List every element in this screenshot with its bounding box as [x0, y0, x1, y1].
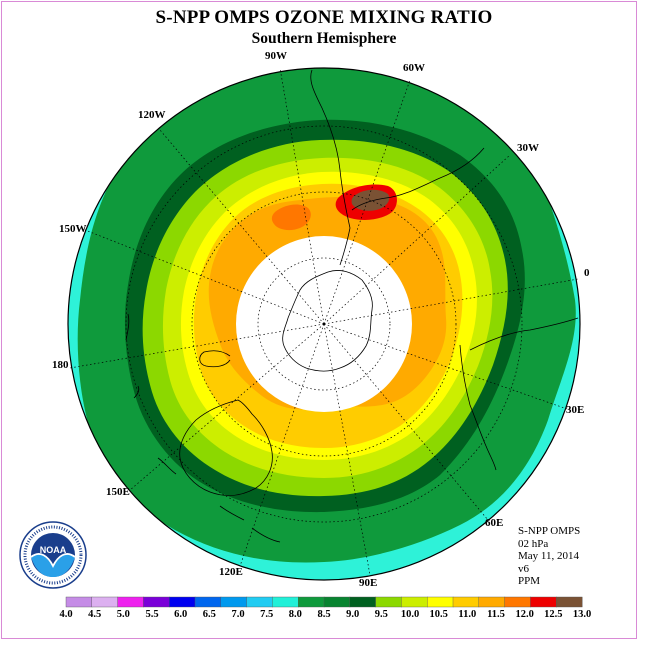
- patch-dark-orange-west: [271, 204, 311, 231]
- color-swatch: [117, 596, 144, 608]
- coastlines: [125, 69, 579, 543]
- info-units: PPM: [518, 575, 541, 587]
- info-pressure-level: 02 hPa: [518, 537, 549, 550]
- color-scale-tick-label: 4.5: [88, 609, 101, 620]
- color-scale-tick-label: 4.0: [59, 609, 72, 620]
- color-scale-tick-label: 12.5: [544, 609, 562, 620]
- color-swatch: [298, 596, 325, 608]
- color-swatch: [504, 596, 531, 608]
- lon-label-150e: 150E: [106, 486, 130, 498]
- lon-label-60w: 60W: [403, 62, 425, 74]
- ozone-field: [68, 68, 580, 580]
- color-scale-swatches: [65, 596, 583, 608]
- color-scale-tick-label: 12.0: [515, 609, 533, 620]
- map-title: S-NPP OMPS OZONE MIXING RATIO: [155, 7, 493, 28]
- info-version: v6: [518, 562, 529, 575]
- map-boundary: [67, 67, 581, 581]
- color-scale-tick-label: 8.5: [317, 609, 330, 620]
- color-scale-tick-label: 6.5: [203, 609, 216, 620]
- color-scale-tick-label: 11.5: [487, 609, 505, 620]
- south-pole-marker: [322, 322, 326, 326]
- map-subtitle: Southern Hemisphere: [251, 30, 397, 47]
- color-swatch: [478, 596, 506, 608]
- info-date: May 11, 2014: [518, 550, 580, 562]
- color-scale-tick-label: 5.0: [117, 609, 130, 620]
- color-scale-tick-label: 10.5: [429, 609, 447, 620]
- color-swatch: [349, 596, 377, 608]
- graticule: [69, 67, 579, 576]
- lon-label-150w: 150W: [59, 223, 87, 235]
- color-scale-tick-label: 9.0: [346, 609, 359, 620]
- color-swatch: [65, 596, 93, 608]
- color-swatch: [194, 596, 222, 608]
- color-swatch: [220, 596, 248, 608]
- product-info-block: S-NPP OMPS 02 hPa May 11, 2014 v6 PPM: [518, 525, 580, 588]
- lon-label-90e: 90E: [359, 577, 378, 589]
- color-swatch: [272, 596, 299, 608]
- color-scale-bar: 4.0 4.5 5.0 5.5 6.0 6.5 7.0 7.5 8.0 8.5 9.0 9.5 10.0…: [59, 596, 591, 620]
- color-scale-labels: 4.0 4.5 5.0 5.5 6.0 6.5 7.0 7.5 8.0 8.5 9.0 9.5 10.0…: [59, 609, 591, 620]
- color-scale-tick-label: 6.0: [174, 609, 187, 620]
- info-instrument: S-NPP OMPS: [518, 525, 581, 537]
- color-scale-tick-label: 5.5: [145, 609, 158, 620]
- noaa-logo: NOAA: [19, 521, 87, 589]
- lon-label-180: 180: [52, 359, 69, 371]
- lon-label-120w: 120W: [138, 109, 166, 121]
- color-swatch: [91, 596, 119, 608]
- color-swatch: [143, 596, 170, 608]
- color-swatch: [168, 596, 196, 608]
- color-scale-tick-label: 7.5: [260, 609, 273, 620]
- lon-label-90w: 90W: [265, 50, 287, 62]
- color-scale-tick-label: 9.5: [375, 609, 388, 620]
- lon-label-0: 0: [584, 267, 590, 279]
- color-swatch: [375, 596, 402, 608]
- color-swatch: [530, 596, 557, 608]
- color-swatch: [246, 596, 273, 608]
- color-swatch: [427, 596, 454, 608]
- color-scale-tick-label: 7.0: [231, 609, 244, 620]
- color-scale-tick-label: 8.0: [289, 609, 302, 620]
- color-swatch: [401, 596, 428, 608]
- color-scale-tick-label: 13.0: [573, 609, 591, 620]
- lon-label-120e: 120E: [219, 566, 243, 578]
- color-swatch: [323, 596, 351, 608]
- color-scale-tick-label: 11.0: [458, 609, 476, 620]
- color-scale-tick-label: 10.0: [401, 609, 419, 620]
- lon-label-60e: 60E: [485, 517, 504, 529]
- color-swatch: [556, 596, 583, 608]
- logo-wordmark: NOAA: [40, 545, 67, 555]
- color-swatch: [452, 596, 480, 608]
- lon-label-30w: 30W: [517, 142, 539, 154]
- lon-label-30e: 30E: [566, 404, 585, 416]
